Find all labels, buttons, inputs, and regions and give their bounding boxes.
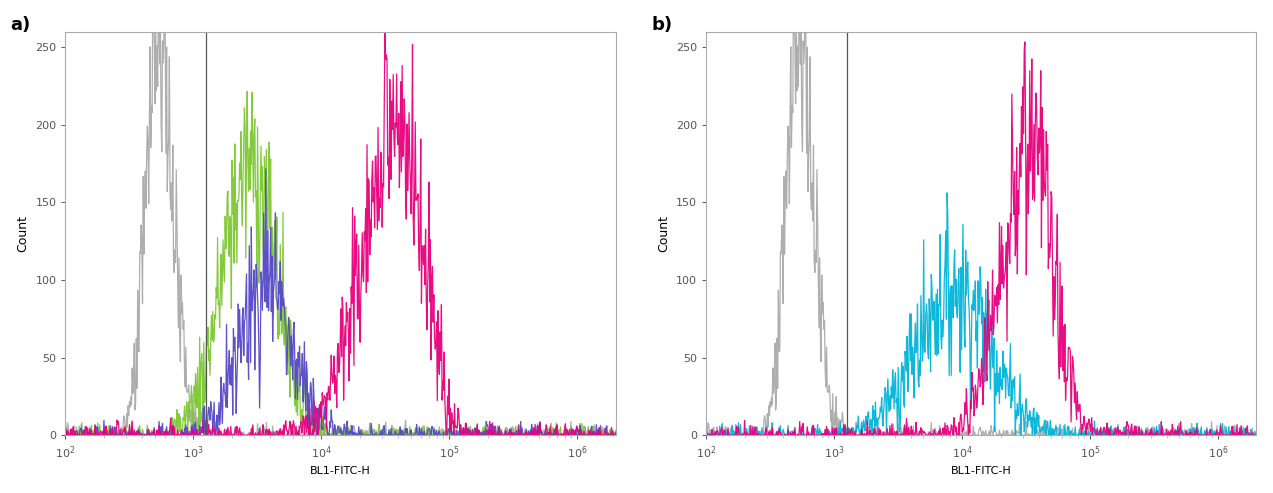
Y-axis label: Count: Count (17, 215, 29, 252)
X-axis label: BL1-FITC-H: BL1-FITC-H (311, 466, 370, 476)
X-axis label: BL1-FITC-H: BL1-FITC-H (951, 466, 1012, 476)
Text: b): b) (651, 16, 672, 34)
Y-axis label: Count: Count (657, 215, 671, 252)
Text: a): a) (10, 16, 31, 34)
